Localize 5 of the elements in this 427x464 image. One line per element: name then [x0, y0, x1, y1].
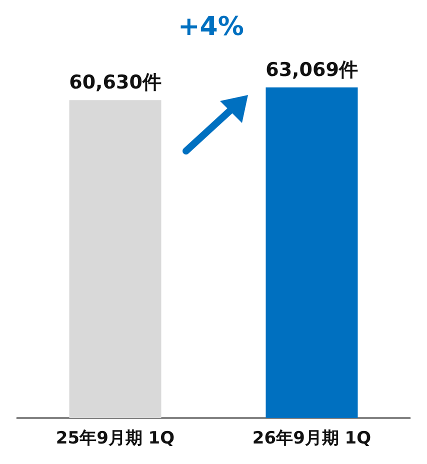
data-label: 63,069件: [266, 58, 358, 81]
x-tick-label: 26年9月期 1Q: [252, 428, 372, 448]
text: +4%: [178, 12, 244, 42]
x-tick-label: 25年9月期 1Q: [56, 428, 175, 448]
data-label: 60,630件: [69, 72, 162, 94]
